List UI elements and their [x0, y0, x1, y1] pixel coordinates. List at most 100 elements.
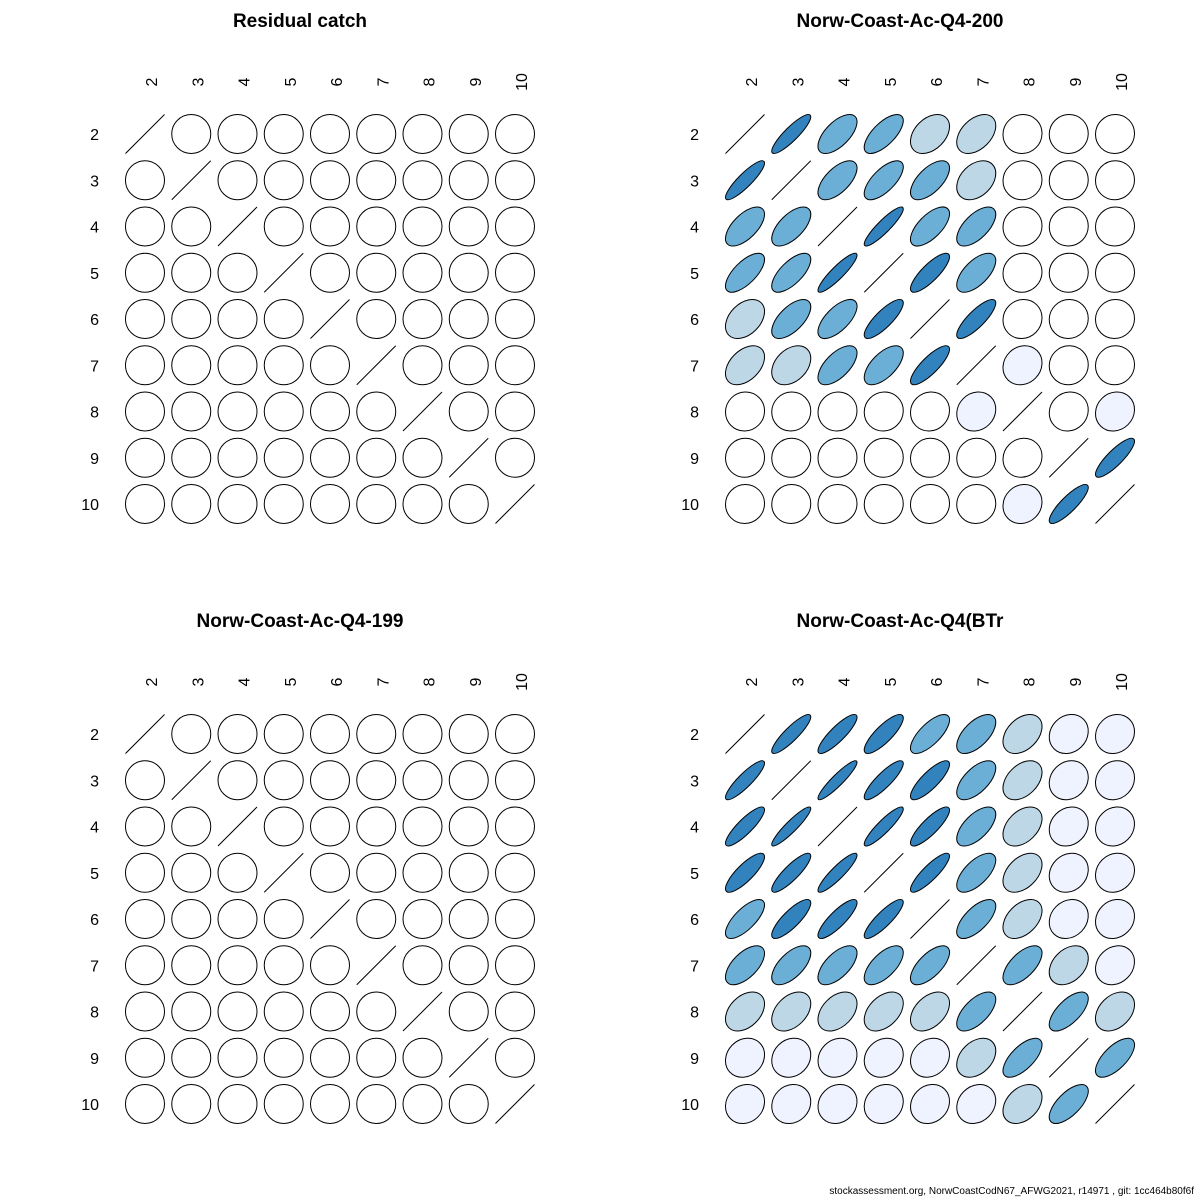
correlation-ellipse: [863, 1037, 904, 1078]
correlation-ellipse: [1094, 991, 1136, 1032]
diagonal-line: [1002, 991, 1043, 1032]
correlation-ellipse: [910, 852, 950, 893]
correlation-ellipse: [910, 806, 950, 847]
correlation-ellipse: [1002, 898, 1043, 940]
diagonal-line: [725, 114, 765, 154]
correlation-ellipse: [1048, 898, 1089, 940]
col-tick-label: 9: [1068, 77, 1085, 86]
correlation-ellipse: [909, 483, 951, 525]
correlation-ellipse: [402, 252, 443, 293]
row-tick-label: 8: [690, 1005, 699, 1022]
correlation-ellipse: [771, 1083, 812, 1125]
correlation-ellipse: [448, 1084, 489, 1124]
diagonal-line: [817, 206, 858, 247]
correlation-ellipse: [356, 160, 397, 201]
col-tick-label: 4: [237, 77, 254, 86]
correlation-ellipse: [310, 484, 350, 524]
correlation-ellipse: [1002, 160, 1043, 201]
correlation-ellipse: [171, 852, 212, 893]
correlation-ellipse: [817, 852, 858, 893]
correlation-ellipse: [863, 391, 904, 432]
correlation-ellipse: [171, 391, 212, 432]
correlation-ellipse: [448, 945, 489, 986]
col-tick-label: 4: [837, 77, 854, 86]
col-tick-label: 6: [329, 77, 346, 86]
correlation-ellipse: [310, 252, 350, 293]
correlation-ellipse: [356, 760, 397, 801]
row-tick-label: 9: [690, 1051, 699, 1068]
correlation-ellipse: [863, 991, 904, 1032]
col-tick-label: 2: [744, 677, 761, 686]
correlation-ellipse: [310, 391, 350, 432]
correlation-ellipse: [171, 299, 212, 339]
correlation-ellipse: [448, 484, 489, 524]
correlation-ellipse: [448, 760, 489, 801]
correlation-ellipse: [217, 252, 258, 293]
diagonal-line: [171, 760, 212, 801]
diagonal-line: [402, 391, 443, 432]
correlation-ellipse: [956, 160, 997, 201]
correlation-ellipse: [125, 160, 165, 201]
correlation-ellipse: [217, 160, 258, 201]
correlation-ellipse: [263, 760, 304, 801]
correlation-ellipse: [1002, 1083, 1043, 1125]
col-tick-label: 8: [422, 677, 439, 686]
correlation-ellipse: [495, 806, 535, 847]
correlation-ellipse: [1048, 160, 1089, 201]
correlation-ellipse: [495, 114, 535, 154]
col-tick-label: 9: [468, 77, 485, 86]
panel-4-plot: 2 2 3 3 4 4 5 5 6 6 7 7 8 8 9 9 10 10: [681, 673, 1136, 1125]
correlation-ellipse: [956, 760, 997, 801]
correlation-ellipse: [495, 437, 535, 478]
correlation-ellipse: [402, 945, 443, 986]
correlation-ellipse: [725, 806, 765, 847]
correlation-ellipse: [909, 252, 951, 293]
footer-text: stockassessment.org, NorwCoastCodN67_AFW…: [829, 1186, 1194, 1197]
diagonal-line: [863, 252, 904, 293]
correlation-ellipse: [956, 899, 997, 939]
correlation-ellipse: [956, 852, 997, 893]
panel-3-plot: 2 2 3 3 4 4 5 5 6 6 7 7 8 8 9 9 10 10: [81, 673, 535, 1124]
correlation-ellipse: [495, 852, 535, 893]
correlation-ellipse: [217, 760, 258, 801]
correlation-ellipse: [956, 991, 997, 1032]
row-tick-label: 10: [681, 1097, 699, 1114]
correlation-ellipse: [817, 391, 858, 432]
col-tick-label: 9: [1068, 677, 1085, 686]
correlation-ellipse: [402, 760, 443, 801]
correlation-ellipse: [1094, 713, 1136, 755]
correlation-ellipse: [771, 252, 812, 293]
correlation-ellipse: [1094, 760, 1136, 801]
correlation-ellipse: [1002, 760, 1043, 801]
correlation-ellipse: [771, 806, 812, 847]
correlation-ellipse: [909, 437, 951, 478]
correlation-ellipse: [356, 114, 397, 154]
diagonal-line: [495, 484, 535, 524]
correlation-ellipse: [356, 852, 397, 893]
correlation-ellipse: [1094, 852, 1136, 893]
correlation-ellipse: [771, 991, 812, 1032]
correlation-ellipse: [448, 899, 489, 939]
col-tick-label: 8: [1022, 77, 1039, 86]
correlation-ellipse: [724, 945, 766, 986]
correlation-ellipse: [217, 714, 258, 754]
diagonal-line: [910, 899, 950, 939]
correlation-ellipse: [771, 713, 812, 755]
correlation-ellipse: [1002, 852, 1043, 893]
correlation-ellipse: [1048, 484, 1089, 524]
correlation-ellipse: [725, 899, 765, 939]
correlation-ellipse: [1048, 345, 1089, 386]
row-tick-label: 2: [690, 127, 699, 144]
correlation-ellipse: [448, 114, 489, 154]
correlation-ellipse: [125, 1037, 165, 1078]
col-tick-label: 3: [790, 677, 807, 686]
diagonal-line: [771, 760, 812, 801]
correlation-ellipse: [863, 760, 904, 801]
correlation-ellipse: [171, 114, 212, 154]
correlation-ellipse: [1095, 114, 1135, 154]
correlation-ellipse: [217, 852, 258, 893]
row-tick-label: 4: [690, 820, 699, 837]
correlation-ellipse: [263, 899, 304, 939]
diagonal-line: [263, 252, 304, 293]
correlation-ellipse: [1095, 160, 1135, 201]
